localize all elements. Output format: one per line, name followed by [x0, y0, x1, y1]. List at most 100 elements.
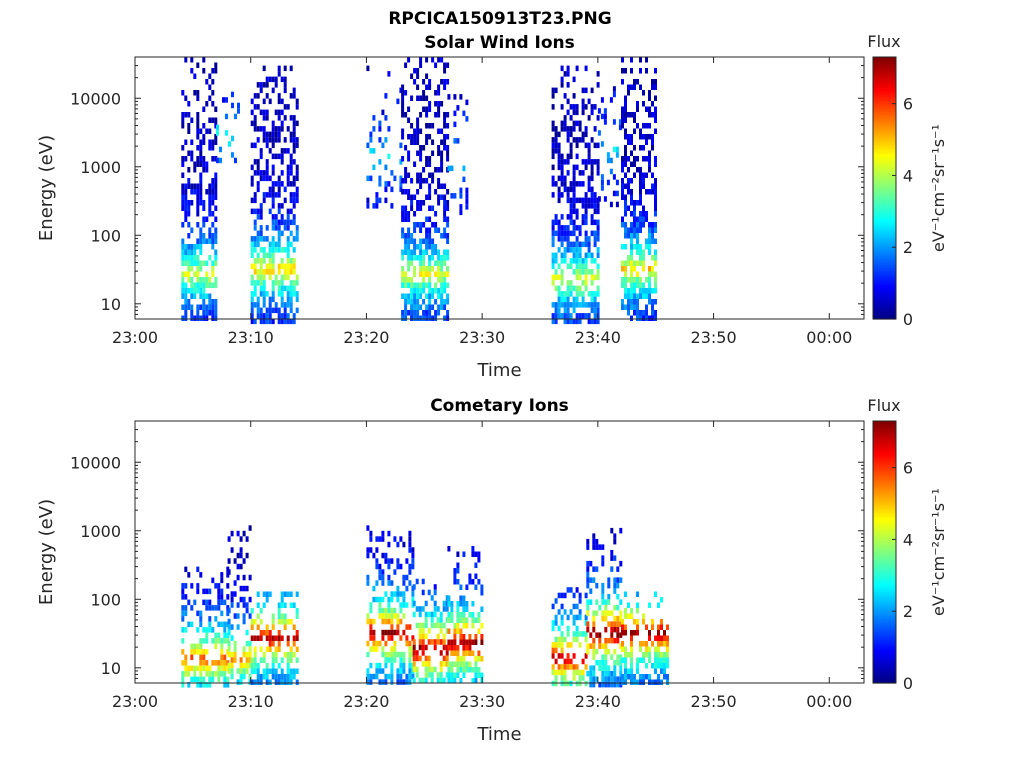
spectrogram-pixel	[265, 635, 269, 641]
spectrogram-pixel	[572, 230, 576, 237]
spectrogram-pixel	[425, 73, 429, 79]
spectrogram-pixel	[560, 175, 564, 182]
spectrogram-pixel	[407, 227, 411, 233]
spectrogram-pixel	[401, 233, 405, 239]
spectrogram-pixel	[256, 674, 260, 680]
spectrogram-pixel	[239, 673, 243, 680]
spectrogram-pixel	[253, 318, 257, 325]
spectrogram-pixel	[651, 227, 654, 233]
spectrogram-pixel	[196, 62, 200, 68]
spectrogram-pixel	[199, 227, 203, 233]
spectrogram-pixel	[407, 277, 411, 283]
spectrogram-pixel	[274, 674, 278, 680]
spectrogram-pixel	[437, 227, 441, 233]
spectrogram-pixel	[422, 310, 426, 316]
spectrogram-pixel	[242, 602, 246, 608]
spectrogram-pixel	[566, 137, 570, 143]
colorbar-segment	[873, 429, 896, 433]
spectrogram-pixel	[286, 219, 290, 226]
spectrogram-pixel	[280, 126, 284, 132]
spectrogram-pixel	[443, 183, 447, 189]
spectrogram-pixel	[216, 130, 219, 136]
spectrogram-pixel	[428, 282, 432, 288]
spectrogram-pixel	[404, 178, 408, 184]
spectrogram-pixel	[384, 613, 388, 619]
spectrogram-pixel	[621, 619, 624, 625]
spectrogram-pixel	[283, 313, 287, 319]
spectrogram-pixel	[554, 126, 558, 132]
spectrogram-pixel	[433, 584, 437, 590]
spectrogram-pixel	[413, 255, 417, 261]
spectrogram-pixel	[256, 159, 260, 165]
spectrogram-pixel	[292, 115, 296, 121]
spectrogram-pixel	[440, 194, 444, 200]
colorbar-segment	[873, 122, 896, 126]
spectrogram-pixel	[639, 260, 642, 266]
spectrogram-pixel	[419, 112, 423, 118]
spectrogram-pixel	[592, 626, 596, 633]
spectrogram-pixel	[384, 181, 388, 187]
x-tick-label: 23:30	[459, 692, 505, 711]
spectrogram-pixel	[271, 197, 275, 204]
spectrogram-pixel	[378, 596, 382, 603]
spectrogram-pixel	[289, 296, 293, 303]
x-tick-label: 23:10	[228, 328, 274, 347]
spectrogram-pixel	[639, 255, 642, 261]
spectrogram-pixel	[633, 310, 636, 316]
spectrogram-pixel	[578, 225, 582, 231]
spectrogram-pixel	[445, 617, 449, 623]
spectrogram-pixel	[211, 222, 215, 228]
spectrogram-pixel	[289, 258, 293, 264]
spectrogram-pixel	[630, 266, 633, 272]
spectrogram-pixel	[250, 98, 254, 105]
spectrogram-pixel	[422, 288, 426, 294]
spectrogram-pixel	[551, 137, 555, 143]
spectrogram-pixel	[621, 189, 624, 195]
spectrogram-pixel	[283, 274, 287, 281]
spectrogram-pixel	[196, 566, 200, 573]
colorbar-segment	[873, 170, 896, 174]
spectrogram-pixel	[621, 679, 624, 685]
spectrogram-pixel	[575, 137, 579, 143]
spectrogram-pixel	[248, 613, 252, 619]
spectrogram-pixel	[404, 304, 408, 310]
spectrogram-pixel	[584, 653, 588, 659]
spectrogram-pixel	[600, 113, 604, 120]
colorbar-segment	[873, 580, 896, 584]
spectrogram-pixel	[265, 663, 269, 669]
spectrogram-pixel	[187, 205, 191, 211]
spectrogram-pixel	[446, 205, 450, 211]
spectrogram-pixel	[633, 222, 636, 228]
spectrogram-pixel	[584, 258, 588, 264]
spectrogram-pixel	[584, 236, 588, 242]
spectrogram-pixel	[433, 611, 437, 618]
spectrogram-pixel	[184, 665, 188, 672]
spectrogram-pixel	[587, 236, 591, 242]
spectrogram-pixel	[265, 93, 269, 99]
spectrogram-pixel	[205, 632, 209, 639]
spectrogram-pixel	[262, 175, 266, 182]
spectrogram-pixel	[462, 601, 466, 607]
spectrogram-pixel	[462, 612, 466, 618]
spectrogram-pixel	[262, 674, 266, 680]
colorbar-segment	[873, 565, 896, 568]
spectrogram-pixel	[187, 128, 191, 134]
spectrogram-pixel	[437, 255, 441, 261]
colorbar-segment	[873, 98, 896, 102]
spectrogram-pixel	[208, 200, 212, 206]
spectrogram-pixel	[416, 299, 420, 305]
spectrogram-pixel	[551, 236, 555, 242]
spectrogram-pixel	[268, 307, 272, 314]
spectrogram-pixel	[283, 137, 287, 143]
spectrogram-pixel	[274, 153, 278, 160]
spectrogram-pixel	[396, 98, 400, 105]
spectrogram-pixel	[199, 572, 203, 578]
spectrogram-pixel	[227, 668, 231, 674]
spectrogram-pixel	[480, 606, 484, 612]
spectrogram-pixel	[660, 657, 663, 663]
spectrogram-pixel	[277, 280, 281, 286]
spectrogram-pixel	[609, 97, 613, 103]
spectrogram-pixel	[610, 566, 614, 572]
spectrogram-pixel	[419, 178, 423, 184]
spectrogram-pixel	[442, 655, 446, 662]
